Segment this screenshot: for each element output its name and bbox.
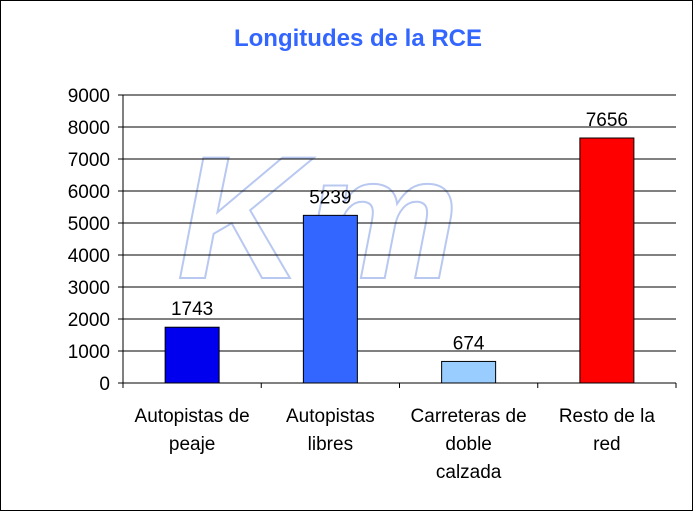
chart-title: Longitudes de la RCE: [234, 25, 482, 52]
category-label: Resto de la red: [559, 406, 656, 455]
category-label: Carreteras de doble calzada: [411, 406, 527, 483]
axes: [118, 94, 677, 388]
y-tick-label: 6000: [68, 182, 110, 203]
y-tick-label: 5000: [68, 214, 110, 235]
bar: [164, 326, 220, 384]
bars: [164, 137, 635, 384]
y-tick-label: 9000: [68, 86, 110, 107]
category-label: Autopistas libres: [286, 406, 375, 455]
y-tick-label: 0: [99, 374, 110, 395]
bar: [441, 360, 497, 384]
y-tick-label: 1000: [68, 342, 110, 363]
y-tick-label: 7000: [68, 150, 110, 171]
data-label: 1743: [171, 299, 213, 320]
bar: [302, 214, 358, 384]
bar: [579, 137, 635, 384]
y-tick-label: 2000: [68, 310, 110, 331]
data-label: 674: [453, 333, 485, 354]
y-tick-label: 3000: [68, 278, 110, 299]
data-label: 7656: [586, 110, 628, 131]
y-tick-label: 8000: [68, 118, 110, 139]
labels: 1743 Autopistas de peaje 5239 Autopistas libr…: [68, 86, 656, 483]
y-tick-label: 4000: [68, 246, 110, 267]
category-label: Autopistas de peaje: [135, 406, 250, 455]
data-label: 5239: [309, 187, 351, 208]
